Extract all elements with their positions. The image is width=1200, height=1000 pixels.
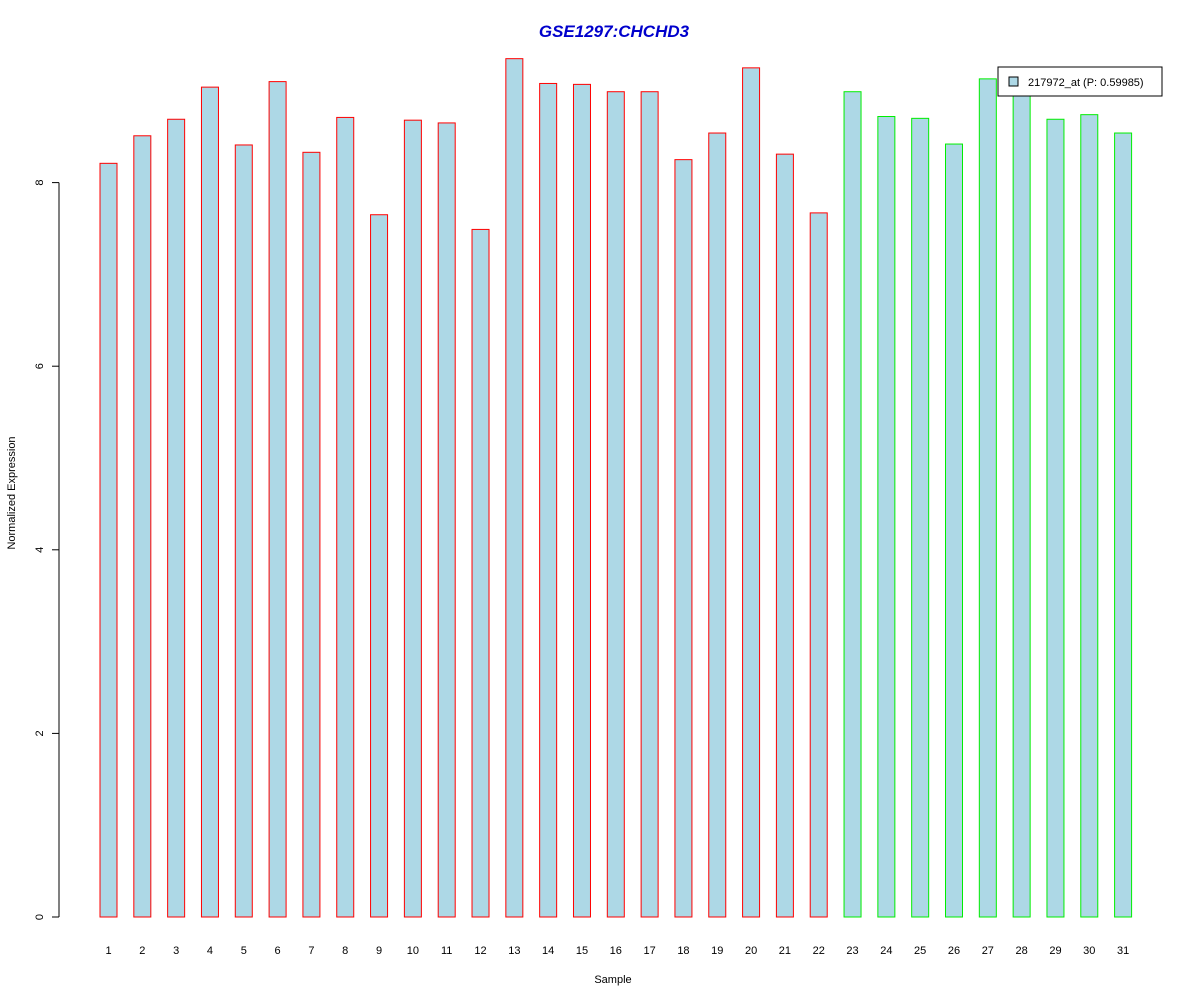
y-tick-label: 0 [34, 914, 46, 920]
x-tick-label: 31 [1117, 945, 1129, 957]
x-tick-label: 4 [207, 945, 213, 957]
bar-sample-1 [99, 162, 118, 918]
x-tick-label: 1 [105, 945, 111, 957]
bar-sample-18 [674, 159, 693, 918]
x-tick-label: 9 [376, 945, 382, 957]
bar-sample-7 [302, 151, 321, 918]
x-tick-label: 5 [241, 945, 247, 957]
bar-sample-24 [877, 116, 896, 918]
bar-sample-31 [1114, 132, 1133, 918]
x-tick-label: 8 [342, 945, 348, 957]
legend-entry-label: 217972_at (P: 0.59985) [1028, 77, 1144, 89]
bar-sample-27 [978, 78, 997, 918]
x-tick-label: 6 [275, 945, 281, 957]
x-tick-label: 10 [407, 945, 419, 957]
y-tick-label: 2 [34, 730, 46, 736]
bar-sample-16 [606, 91, 625, 918]
bar-sample-8 [336, 116, 355, 918]
bar-sample-29 [1046, 118, 1065, 918]
x-tick-label: 21 [779, 945, 791, 957]
x-tick-label: 14 [542, 945, 554, 957]
bar-sample-22 [809, 212, 828, 918]
x-tick-label: 15 [576, 945, 588, 957]
legend: 217972_at (P: 0.59985) [997, 66, 1163, 97]
x-tick-label: 27 [982, 945, 994, 957]
bar-sample-4 [200, 86, 219, 918]
bar-sample-15 [572, 83, 591, 918]
x-tick-label: 26 [948, 945, 960, 957]
x-tick-label: 12 [474, 945, 486, 957]
chart-title: GSE1297:CHCHD3 [539, 22, 690, 41]
x-tick-label: 22 [813, 945, 825, 957]
legend-swatch [1008, 76, 1019, 87]
x-tick-label: 17 [643, 945, 655, 957]
bar-sample-21 [775, 153, 794, 918]
bar-sample-9 [370, 214, 389, 918]
x-tick-label: 23 [846, 945, 858, 957]
bar-sample-13 [505, 58, 524, 918]
y-tick-label: 8 [34, 180, 46, 186]
bar-sample-11 [437, 122, 456, 918]
x-tick-labels: 1 2 3 4 5 6 7 8 9 10 11 12 13 14 15 16 17 18 19 20 21 22 23 24 2… [105, 945, 1129, 957]
x-tick-label: 2 [139, 945, 145, 957]
x-tick-label: 24 [880, 945, 892, 957]
bar-sample-12 [471, 228, 490, 918]
x-tick-label: 13 [508, 945, 520, 957]
y-axis: 0 2 4 6 8 [34, 180, 60, 920]
bar-sample-14 [539, 82, 558, 918]
x-tick-label: 30 [1083, 945, 1095, 957]
bar-sample-6 [268, 81, 287, 918]
y-axis-label: Normalized Expression [6, 436, 18, 549]
x-axis-label: Sample [594, 974, 631, 986]
bars [99, 58, 1133, 918]
bar-sample-10 [403, 119, 422, 918]
bar-sample-3 [167, 118, 186, 918]
x-tick-label: 16 [610, 945, 622, 957]
bar-sample-5 [234, 144, 253, 918]
x-tick-label: 28 [1016, 945, 1028, 957]
bar-sample-19 [708, 132, 727, 918]
x-tick-label: 18 [677, 945, 689, 957]
bar-sample-28 [1012, 91, 1031, 918]
x-tick-label: 25 [914, 945, 926, 957]
bar-sample-26 [945, 143, 963, 918]
legend-box [997, 66, 1163, 97]
bar-sample-25 [911, 117, 930, 918]
bar-sample-23 [843, 91, 862, 918]
x-tick-label: 11 [441, 945, 452, 957]
y-tick-label: 4 [34, 547, 46, 553]
x-tick-label: 7 [308, 945, 314, 957]
x-tick-label: 20 [745, 945, 757, 957]
x-tick-label: 29 [1049, 945, 1061, 957]
x-tick-label: 19 [711, 945, 723, 957]
y-tick-label: 6 [34, 363, 46, 369]
bar-sample-30 [1080, 114, 1099, 918]
bar-sample-20 [742, 67, 761, 918]
bar-sample-2 [133, 135, 152, 918]
x-tick-label: 3 [173, 945, 179, 957]
bar-sample-17 [640, 91, 659, 918]
